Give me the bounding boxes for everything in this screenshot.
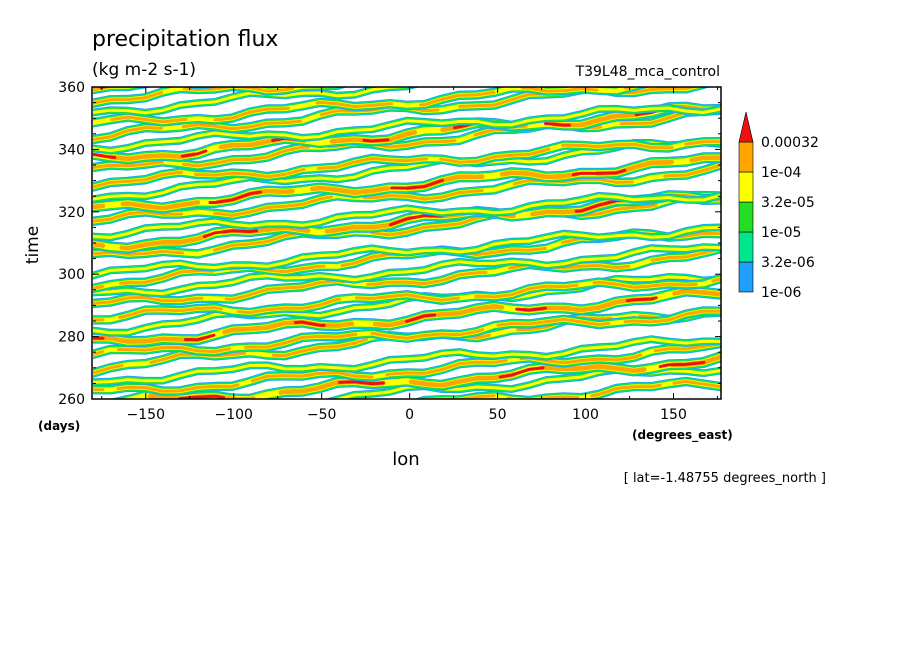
precip-band-level-4 (426, 379, 721, 399)
precip-band-level-4 (93, 140, 721, 189)
precip-band-level-3 (93, 87, 641, 126)
y-axis: 260 280 300 320 340 360 (58, 80, 721, 408)
precip-band (93, 273, 721, 325)
x-axis: −150 −100 −50 0 50 100 150 (101, 87, 718, 423)
colorbar-segment (738, 261, 754, 293)
x-tick-label: 150 (660, 407, 687, 423)
precip-band-level-5 (93, 105, 721, 161)
precip-band (93, 223, 721, 280)
x-axis-label: lon (392, 449, 419, 470)
colorbar-segment (738, 201, 754, 233)
colorbar-segment (738, 231, 754, 263)
colorbar-level-label: 1e-06 (761, 285, 801, 301)
precip-band-level-4 (93, 108, 721, 169)
colorbar: 1e-06 3.2e-06 1e-05 3.2e-05 1e-04 0.00032 (738, 111, 819, 301)
precip-band-level-4 (93, 276, 721, 322)
colorbar-level-label: 3.2e-05 (761, 195, 815, 211)
x-tick-label: 50 (489, 407, 507, 423)
precip-band (93, 104, 721, 155)
precip-band (93, 306, 721, 359)
precip-band-level-5 (93, 156, 721, 210)
y-axis-label: time (23, 226, 43, 264)
precip-band (93, 338, 721, 396)
precip-band-level-4 (93, 247, 721, 305)
precip-band-level-3 (93, 225, 721, 278)
chart-title: precipitation flux (92, 27, 278, 52)
chart-units-subtitle: (kg m-2 s-1) (92, 60, 196, 80)
precip-band-level-4 (93, 342, 721, 393)
colorbar-level-label: 3.2e-06 (761, 255, 815, 271)
precip-band (93, 136, 721, 192)
y-tick-label: 300 (58, 267, 85, 283)
precip-band-level-3 (93, 87, 411, 115)
x-tick-label: 100 (572, 407, 599, 423)
precip-band (93, 285, 721, 348)
precip-band-level-3 (93, 245, 721, 296)
colorbar-segment (738, 171, 754, 203)
precip-band-level-4 (93, 309, 721, 356)
x-tick-label: −50 (307, 407, 337, 423)
colorbar-level-label: 1e-05 (761, 225, 801, 241)
precip-band (93, 243, 721, 298)
precip-band (93, 87, 421, 117)
precip-band (93, 335, 721, 387)
precip-band (93, 190, 721, 260)
precip-band (93, 191, 721, 242)
x-tick-label: −100 (215, 407, 253, 423)
x-tick-label: 0 (405, 407, 414, 423)
precip-band-level-3 (93, 337, 721, 384)
y-tick-label: 360 (58, 80, 85, 96)
colorbar-level-label: 0.00032 (761, 135, 819, 151)
precip-band (413, 376, 721, 399)
precip-band (93, 101, 721, 165)
precip-band (93, 87, 651, 128)
precip-band-level-5 (127, 355, 721, 399)
precip-band-level-4 (93, 194, 721, 256)
colorbar-extend-triangle (738, 111, 754, 143)
precip-band (93, 152, 721, 214)
y-tick-label: 260 (58, 392, 85, 408)
latitude-footer: [ lat=-1.48755 degrees_north ] (624, 471, 826, 486)
y-tick-label: 340 (58, 142, 85, 158)
precip-band (93, 160, 721, 226)
y-tick-label: 280 (58, 330, 85, 346)
colorbar-segment (738, 141, 754, 173)
precip-band (93, 105, 721, 173)
plot-area (93, 87, 721, 399)
x-tick-label: −150 (127, 407, 165, 423)
y-tick-label: 320 (58, 205, 85, 221)
precip-band-level-4 (93, 163, 721, 223)
precip-band-level-5 (93, 289, 721, 344)
colorbar-level-label: 1e-04 (761, 165, 801, 181)
precip-bands (93, 87, 721, 399)
x-axis-units: (degrees_east) (632, 428, 733, 443)
run-label: T39L48_mca_control (575, 64, 720, 80)
precip-band-level-3 (93, 193, 721, 239)
precip-band-level-4 (93, 104, 721, 162)
precip-band (93, 243, 721, 309)
precip-band-level-3 (93, 106, 721, 153)
y-axis-units: (days) (38, 419, 80, 433)
precip-band (109, 351, 721, 399)
